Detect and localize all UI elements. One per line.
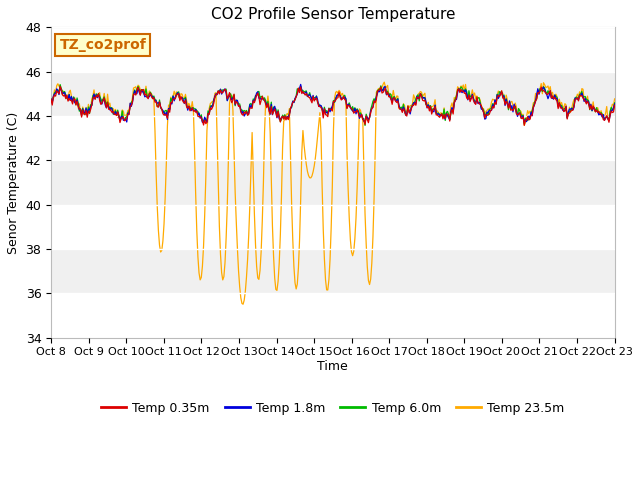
Bar (51, 293, 614, 338)
X-axis label: Time: Time (317, 360, 348, 373)
Bar (51, 204, 614, 249)
Text: TZ_co2prof: TZ_co2prof (60, 38, 147, 52)
Bar (51, 116, 614, 160)
Legend: Temp 0.35m, Temp 1.8m, Temp 6.0m, Temp 23.5m: Temp 0.35m, Temp 1.8m, Temp 6.0m, Temp 2… (96, 397, 570, 420)
Title: CO2 Profile Sensor Temperature: CO2 Profile Sensor Temperature (211, 7, 455, 22)
Bar (51, 27, 614, 72)
Y-axis label: Senor Temperature (C): Senor Temperature (C) (7, 111, 20, 253)
